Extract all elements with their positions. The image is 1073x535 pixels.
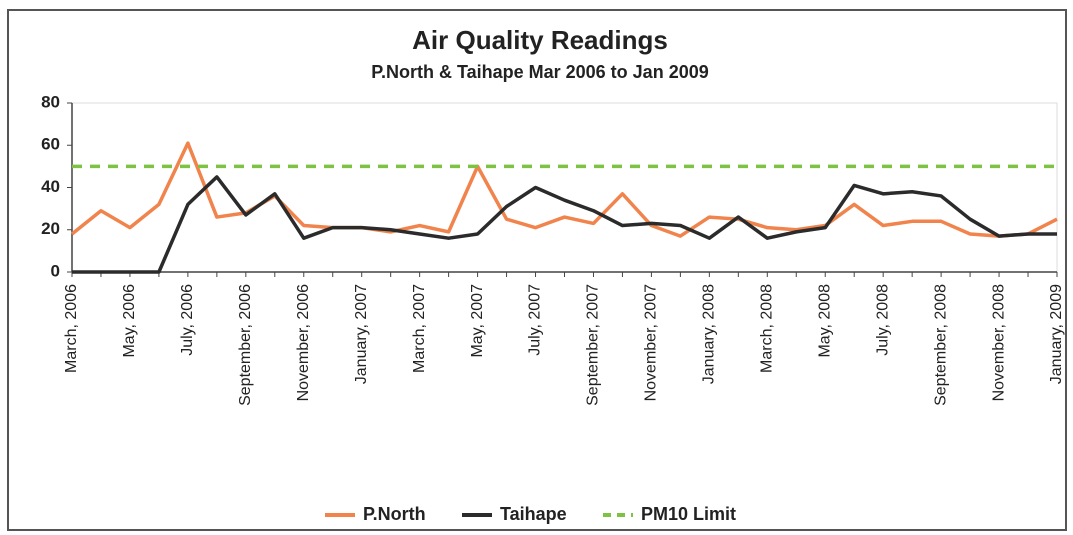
y-tick-label: 40: [41, 177, 60, 196]
x-tick-label: July, 2006: [179, 284, 196, 356]
x-tick-label: March, 2008: [759, 284, 776, 373]
chart-title: Air Quality Readings: [412, 25, 668, 55]
legend-label: Taihape: [500, 504, 567, 524]
x-tick-label: November, 2007: [643, 284, 660, 402]
x-tick-label: March, 2007: [411, 284, 428, 373]
x-tick-label: January, 2009: [1048, 284, 1065, 384]
x-tick-label: January, 2007: [353, 284, 370, 384]
y-tick-label: 60: [41, 135, 60, 154]
x-tick-label: November, 2006: [295, 284, 312, 402]
legend-label: P.North: [363, 504, 426, 524]
legend-label: PM10 Limit: [641, 504, 736, 524]
y-tick-label: 80: [41, 92, 60, 111]
x-tick-label: January, 2008: [701, 284, 718, 384]
chart-subtitle: P.North & Taihape Mar 2006 to Jan 2009: [371, 62, 708, 82]
chart-border: [7, 9, 1067, 531]
x-tick-label: May, 2008: [816, 284, 833, 358]
x-tick-label: May, 2007: [469, 284, 486, 358]
y-tick-label: 20: [41, 219, 60, 238]
x-tick-label: September, 2008: [932, 284, 949, 406]
y-tick-label: 0: [51, 261, 60, 280]
series-line: [72, 175, 1057, 274]
x-tick-label: July, 2007: [527, 284, 544, 356]
x-tick-label: September, 2006: [237, 284, 254, 406]
x-tick-label: November, 2008: [990, 284, 1007, 402]
x-tick-label: May, 2006: [121, 284, 138, 358]
x-tick-label: September, 2007: [585, 284, 602, 406]
x-tick-label: July, 2008: [874, 284, 891, 356]
series-line: [70, 141, 1058, 238]
x-tick-label: March, 2006: [63, 284, 80, 373]
